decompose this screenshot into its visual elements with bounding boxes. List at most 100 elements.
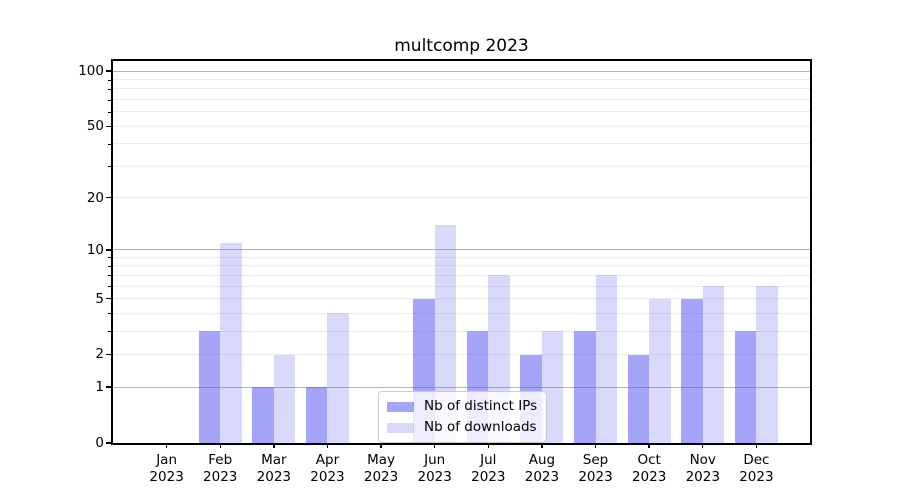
x-tick-label: Feb 2023 <box>177 452 263 485</box>
gridline-minor <box>113 111 810 113</box>
y-minor-tick-mark <box>108 265 111 267</box>
plot-area: Nb of distinct IPs Nb of downloads <box>111 59 812 445</box>
gridline-minor <box>113 79 810 81</box>
y-minor-tick-mark <box>108 143 111 145</box>
x-tick-label-year: 2023 <box>417 468 452 485</box>
x-tick-label-year: 2023 <box>524 468 560 485</box>
y-minor-tick-mark <box>108 257 111 259</box>
x-tick-label-year: 2023 <box>631 468 667 485</box>
gridline-minor <box>113 99 810 101</box>
y-minor-tick-mark <box>108 275 111 277</box>
x-tick-label-month: Apr <box>315 452 340 468</box>
x-tick-label-year: 2023 <box>578 468 613 485</box>
bar-downloads <box>327 313 349 443</box>
bar-downloads <box>702 286 725 443</box>
x-tick-label-month: May <box>367 452 396 468</box>
x-tick-label-year: 2023 <box>310 468 345 485</box>
x-tick-label-month: Jun <box>424 452 446 468</box>
gridline-minor <box>113 265 810 267</box>
y-minor-tick-mark <box>108 79 111 81</box>
x-tick-label-year: 2023 <box>203 468 238 485</box>
x-tick-label-month: Nov <box>689 452 716 468</box>
x-tick-label: Oct 2023 <box>606 452 692 485</box>
y-minor-tick-mark <box>108 88 111 90</box>
x-tick-mark <box>165 443 168 448</box>
y-tick-mark <box>106 197 111 199</box>
chart-title: multcomp 2023 <box>394 36 529 56</box>
x-tick-label-month: Feb <box>208 452 233 468</box>
bar-downloads <box>541 331 564 443</box>
x-tick-label: Mar 2023 <box>231 452 317 485</box>
x-tick-label: Jan 2023 <box>124 452 210 485</box>
legend: Nb of distinct IPs Nb of downloads <box>378 391 548 443</box>
x-tick-label-year: 2023 <box>685 468 720 485</box>
x-tick-label-month: Oct <box>637 452 661 468</box>
x-tick-mark <box>273 443 275 448</box>
y-minor-tick-mark <box>108 286 111 288</box>
x-tick-mark <box>702 443 704 448</box>
legend-item-downloads: Nb of downloads <box>387 418 537 437</box>
gridline-minor <box>113 257 810 258</box>
x-tick-label: Jul 2023 <box>445 452 531 485</box>
x-tick-label-year: 2023 <box>739 468 774 485</box>
x-tick-label-month: Jul <box>480 452 497 468</box>
gridline-minor <box>113 354 810 355</box>
gridline-minor <box>113 143 810 145</box>
x-tick-label: May 2023 <box>338 452 424 485</box>
y-tick-mark <box>106 353 111 356</box>
gridline-major <box>113 70 810 72</box>
y-tick-label: 100 <box>78 63 104 80</box>
x-tick-mark <box>433 443 436 448</box>
legend-label-distinct-ips: Nb of distinct IPs <box>424 398 538 414</box>
y-minor-tick-mark <box>108 111 111 113</box>
bar-downloads <box>220 242 242 443</box>
x-tick-label: Jun 2023 <box>392 452 478 485</box>
y-tick-label: 20 <box>86 189 104 206</box>
x-tick-label: Nov 2023 <box>660 452 746 485</box>
gridline-minor <box>113 285 810 287</box>
bar-distinct-ips <box>252 387 274 443</box>
gridline-major <box>113 386 810 388</box>
gridline-minor <box>113 330 810 332</box>
gridline-minor <box>113 197 810 199</box>
y-tick-label: 10 <box>86 241 104 258</box>
y-minor-tick-mark <box>108 99 111 101</box>
x-tick-mark <box>487 443 489 448</box>
y-tick-label: 2 <box>95 346 104 363</box>
x-tick-label-year: 2023 <box>149 468 184 485</box>
bar-distinct-ips <box>734 331 757 443</box>
x-tick-label-year: 2023 <box>256 468 292 485</box>
x-tick-label-month: Dec <box>743 452 770 468</box>
y-tick-mark <box>106 297 111 300</box>
y-tick-mark <box>106 442 111 444</box>
x-tick-label-year: 2023 <box>363 468 399 485</box>
x-tick-label-year: 2023 <box>471 468 506 485</box>
x-tick-label-month: Sep <box>582 452 609 468</box>
gridline-minor <box>113 165 810 167</box>
x-tick-label: Apr 2023 <box>284 452 370 485</box>
y-tick-mark <box>106 249 111 251</box>
bar-downloads <box>756 286 778 443</box>
legend-label-downloads: Nb of downloads <box>424 419 537 435</box>
gridline-minor <box>113 298 810 300</box>
legend-swatch-downloads <box>387 422 414 433</box>
x-tick-mark <box>648 443 650 448</box>
x-tick-mark <box>755 443 758 448</box>
x-tick-label-month: Aug <box>528 452 556 468</box>
x-tick-mark <box>326 443 329 448</box>
bar-distinct-ips <box>306 387 328 443</box>
gridline-major <box>113 249 810 251</box>
y-tick-label: 0 <box>95 435 104 451</box>
bar-distinct-ips <box>627 354 650 443</box>
y-tick-label: 50 <box>86 118 104 135</box>
legend-swatch-distinct-ips <box>387 401 414 412</box>
bar-distinct-ips <box>574 331 596 443</box>
bar-downloads <box>649 298 671 443</box>
x-tick-mark <box>219 443 221 448</box>
x-tick-mark <box>541 443 543 448</box>
y-tick-mark <box>106 125 111 127</box>
y-tick-mark <box>106 70 111 72</box>
bar-distinct-ips <box>198 331 221 443</box>
y-minor-tick-mark <box>108 313 111 315</box>
x-tick-mark <box>594 443 597 448</box>
